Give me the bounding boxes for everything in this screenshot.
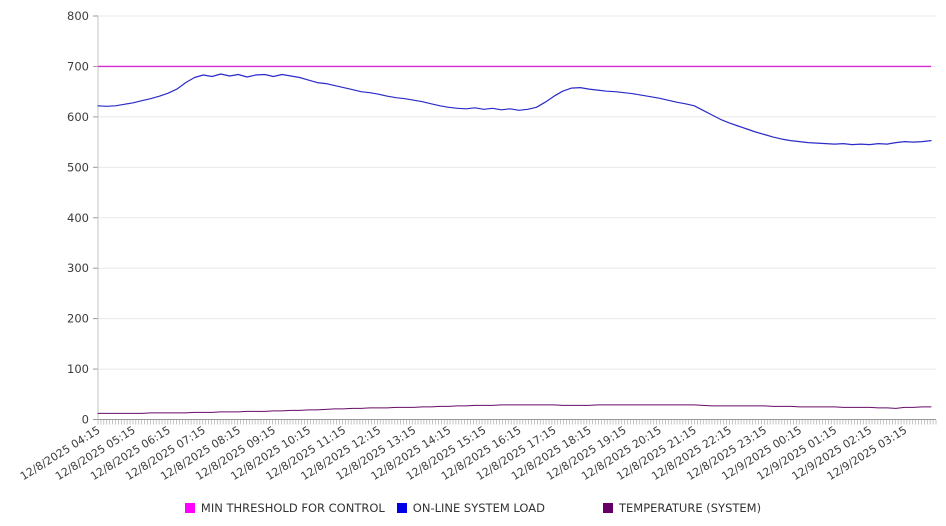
temperature-line: [97, 404, 932, 414]
legend-label: MIN THRESHOLD FOR CONTROL: [200, 501, 385, 515]
y-axis-labels: 0 100 200 300 400 500 600 700 800: [67, 9, 89, 427]
legend-swatch-icon: [184, 503, 195, 513]
gridlines: [93, 15, 936, 420]
chart-canvas: 0 100 200 300 400 500 600 700 800 12/8/2025 04:15…: [18, 9, 937, 484]
y-tick-label-400: 400: [67, 211, 89, 225]
y-tick-label-500: 500: [67, 160, 89, 174]
legend-item-2[interactable]: TEMPERATURE (SYSTEM): [603, 501, 761, 515]
x-minor-ticks: [97, 420, 937, 425]
y-tick-label-200: 200: [67, 312, 89, 326]
chart-legend: MIN THRESHOLD FOR CONTROL ON-LINE SYSTEM …: [0, 494, 946, 522]
system-load-line: [97, 73, 932, 146]
legend-item-1[interactable]: ON-LINE SYSTEM LOAD: [396, 501, 545, 515]
legend-swatch-icon: [603, 503, 613, 513]
chart: 0 100 200 300 400 500 600 700 800 12/8/2025 04:15…: [18, 9, 937, 484]
legend-label: TEMPERATURE (SYSTEM): [619, 501, 762, 515]
legend-item-0[interactable]: MIN THRESHOLD FOR CONTROL: [184, 501, 385, 515]
y-tick-label-0: 0: [82, 413, 89, 427]
legend-label: ON-LINE SYSTEM LOAD: [412, 501, 545, 515]
y-tick-label-800: 800: [67, 9, 89, 23]
y-tick-label-100: 100: [67, 362, 89, 376]
legend-swatch-icon: [396, 503, 407, 513]
y-tick-label-600: 600: [67, 110, 89, 124]
y-tick-label-700: 700: [67, 59, 89, 73]
y-tick-label-300: 300: [67, 261, 89, 275]
